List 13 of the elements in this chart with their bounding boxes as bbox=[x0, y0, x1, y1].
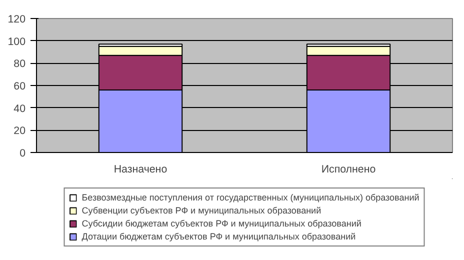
legend-label: Дотации бюджетам субъектов РФ и муниципальных образований bbox=[82, 232, 356, 242]
legend-label: Безвозмездные поступления от государственных (муниципальных) образований bbox=[82, 192, 420, 202]
legend-label: Субвенции субъектов РФ и муниципальных образований bbox=[82, 206, 322, 216]
y-tick-label: 80 bbox=[14, 58, 26, 70]
y-tick-label: 100 bbox=[8, 36, 26, 48]
x-tick-label: Исполнено bbox=[321, 164, 376, 176]
y-tick-label: 120 bbox=[8, 14, 26, 26]
y-tick-label: 0 bbox=[20, 148, 26, 160]
x-tick-label: Назначено bbox=[114, 164, 168, 176]
y-tick-label: 40 bbox=[14, 102, 26, 115]
y-tick-label: 20 bbox=[14, 125, 26, 138]
legend-label: Субсидии бюджетам субъектов РФ и муниципальных образований bbox=[82, 218, 362, 228]
y-tick-label: 60 bbox=[14, 80, 26, 92]
